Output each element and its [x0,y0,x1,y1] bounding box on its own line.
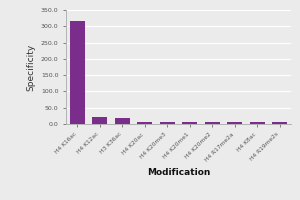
Bar [160,122,175,124]
Y-axis label: Specificity: Specificity [26,43,35,91]
Bar [115,118,130,124]
Bar [92,117,107,124]
Bar [70,21,85,124]
Bar [205,122,220,124]
X-axis label: Modification: Modification [147,168,210,177]
Bar [272,122,287,124]
Bar [137,122,152,124]
Bar [250,122,265,124]
Bar [182,122,197,124]
Bar [227,122,242,124]
